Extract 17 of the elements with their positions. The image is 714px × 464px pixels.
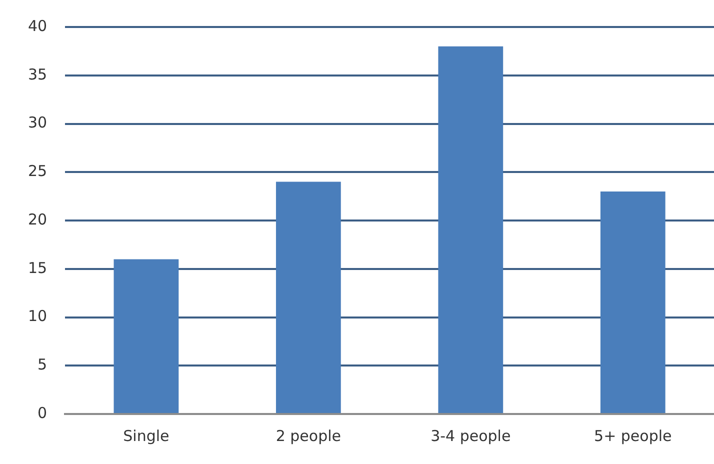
y-tick-label: 5 [38, 356, 48, 374]
bar [438, 46, 504, 413]
y-tick-label: 10 [28, 307, 48, 326]
y-tick-label: 40 [28, 16, 48, 35]
x-tick-label: 3-4 people [430, 426, 511, 445]
x-tick-label: 2 people [276, 426, 342, 445]
y-tick-label: 25 [28, 162, 48, 180]
bar [600, 191, 666, 413]
y-tick-label: 30 [28, 114, 48, 132]
bar [114, 259, 179, 413]
x-tick-label: 5+ people [594, 426, 672, 445]
y-tick-label: 0 [38, 404, 48, 422]
y-tick-label: 35 [28, 65, 48, 84]
x-tick-label: Single [123, 426, 170, 445]
y-tick-label: 20 [28, 210, 48, 228]
bar [276, 182, 341, 413]
y-tick-label: 15 [28, 258, 48, 277]
